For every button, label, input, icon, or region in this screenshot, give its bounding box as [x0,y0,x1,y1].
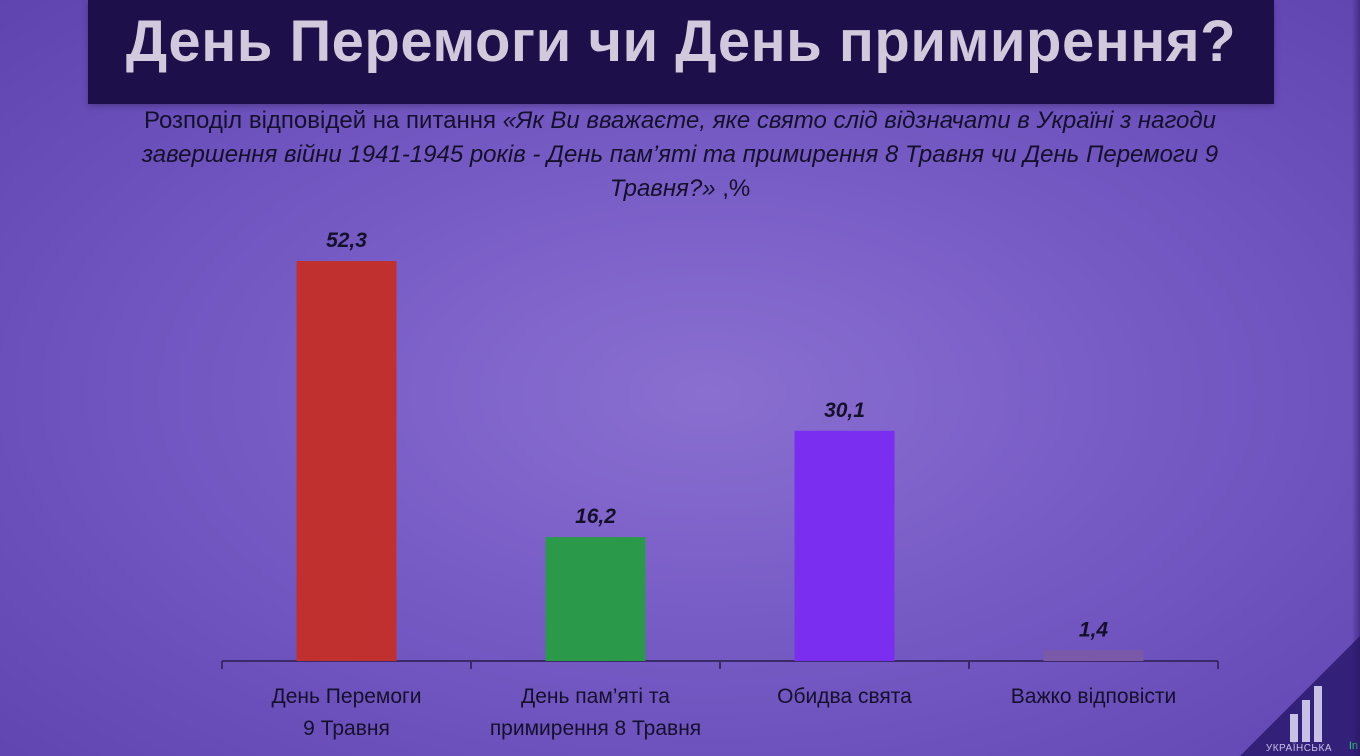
page-title: День Перемоги чи День примирення? [125,9,1237,74]
side-edge [1352,0,1360,756]
data-label-4: 1,4 [1079,618,1109,641]
bar-1 [296,261,397,661]
data-label-3: 30,1 [824,399,865,422]
category-label-1: 9 Травня [303,717,390,740]
title-bar: День Перемоги чи День примирення? [88,0,1274,104]
category-label-3: Обидва свята [777,685,912,708]
subtitle-unit: ,% [715,175,751,202]
bar-3 [794,430,895,661]
category-label-4: Важко відповісти [1011,685,1176,708]
bar-2 [545,537,646,661]
subtitle-question: «Як Ви вважаєте, яке свято слід відзнача… [141,107,1219,202]
data-label-2: 16,2 [575,505,616,528]
logo-icon [1240,636,1360,756]
subtitle-lead: Розподіл відповідей на питання [143,107,503,134]
logo-text: УКРАЇНСЬКА [1265,743,1332,754]
category-label-2: примирення 8 Травня [490,717,701,740]
category-label-1: День Перемоги [272,685,422,708]
category-label-2: День пам’яті та [521,685,670,708]
bar-4 [1043,650,1144,661]
chart-subtitle: Розподіл відповідей на питання «Як Ви вв… [100,104,1260,206]
data-label-1: 52,3 [326,229,367,252]
